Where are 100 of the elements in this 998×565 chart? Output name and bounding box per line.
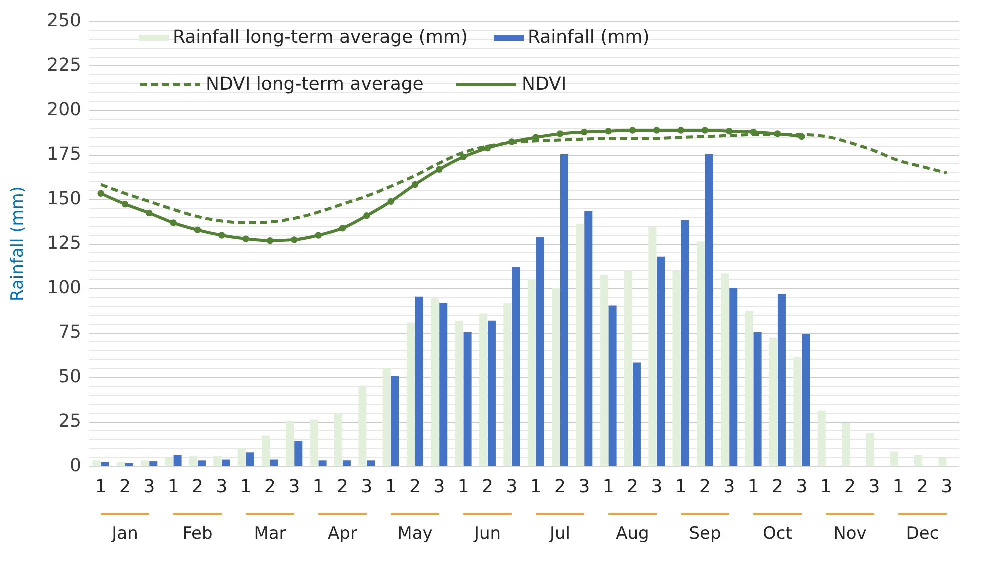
x-tick-label: 2 — [627, 476, 638, 498]
point — [291, 236, 298, 244]
bar — [608, 306, 617, 466]
bar — [730, 288, 738, 466]
bar — [246, 452, 254, 466]
x-tick-label: 1 — [458, 476, 470, 498]
bar — [705, 154, 714, 466]
y-tick-label: 25 — [58, 411, 82, 432]
x-tick-label: 1 — [385, 476, 397, 498]
x-tick-label: 3 — [868, 476, 880, 498]
bar — [512, 268, 520, 466]
bar — [318, 460, 327, 466]
bar — [198, 460, 206, 466]
point — [629, 127, 636, 134]
x-tick-label: 1 — [95, 476, 107, 498]
x-tick-label: 3 — [724, 476, 736, 498]
bar — [632, 362, 641, 466]
point — [194, 226, 202, 234]
bar — [440, 303, 448, 466]
x-tick-label: 3 — [361, 476, 373, 498]
point — [315, 232, 322, 239]
point — [726, 128, 733, 135]
bar — [415, 296, 424, 466]
x-tick-label: 2 — [844, 476, 856, 498]
x-tick-label: 3 — [578, 476, 590, 498]
bar — [150, 462, 158, 466]
x-tick-label: 2 — [120, 476, 131, 498]
x-tick-label: 2 — [917, 476, 928, 498]
point — [242, 236, 250, 242]
bar — [464, 332, 472, 466]
point — [388, 198, 394, 206]
point — [556, 130, 564, 138]
bar — [270, 460, 278, 466]
x-tick-label: 3 — [506, 476, 518, 498]
bar — [101, 462, 110, 466]
x-tick-label: 1 — [312, 476, 324, 498]
point — [266, 237, 274, 244]
x-tick-label: 3 — [216, 476, 228, 498]
point — [774, 130, 782, 138]
y-tick-label: 125 — [47, 233, 82, 254]
x-tick-label: 1 — [748, 476, 760, 498]
bar — [92, 460, 101, 466]
bar — [174, 455, 182, 466]
point — [218, 232, 226, 239]
x-tick-label: 1 — [892, 476, 904, 498]
bar — [584, 211, 593, 466]
y-tick-label: 225 — [47, 55, 82, 76]
legend-label: Rainfall long-term average (mm) — [173, 27, 468, 48]
legend-label: Rainfall (mm) — [528, 27, 650, 48]
x-tick-label: 1 — [168, 476, 180, 498]
bar — [294, 441, 303, 466]
text: Nov — [834, 524, 867, 544]
bar — [681, 220, 690, 466]
point — [581, 128, 588, 136]
point — [460, 154, 467, 161]
x-tick-label: 2 — [554, 476, 566, 498]
bar — [125, 463, 134, 466]
y-tick-label: 175 — [47, 144, 82, 165]
bar — [488, 320, 496, 466]
point — [750, 128, 757, 136]
bar — [367, 460, 376, 466]
text: Mar — [254, 524, 286, 544]
bar — [778, 294, 786, 466]
bar — [222, 460, 230, 466]
point — [798, 133, 806, 140]
point — [605, 128, 612, 135]
text: Oct — [763, 524, 793, 544]
point — [702, 127, 709, 134]
x-tick-label: 3 — [144, 476, 156, 498]
bar — [117, 462, 126, 466]
y-tick-label: 75 — [58, 322, 82, 343]
point — [122, 200, 129, 208]
point — [146, 210, 153, 217]
x-tick-label: 2 — [700, 476, 711, 498]
point — [508, 138, 516, 146]
text: Feb — [182, 524, 213, 544]
bar — [560, 154, 568, 466]
y-tick-label: 250 — [47, 10, 82, 32]
bar — [802, 334, 810, 466]
x-tick-label: 1 — [602, 476, 614, 498]
bar — [391, 376, 400, 466]
x-tick-label: 2 — [772, 476, 784, 498]
legend-label: NDVI — [522, 74, 567, 95]
bar — [657, 256, 666, 466]
x-tick-label: 1 — [675, 476, 687, 498]
x-tick-label: 2 — [337, 476, 348, 498]
bar — [754, 332, 762, 466]
y-axis-title: Rainfall (mm) — [8, 186, 28, 302]
point — [412, 181, 419, 188]
x-tick-label: 3 — [941, 476, 953, 498]
point — [98, 190, 104, 198]
x-tick-label: 3 — [796, 476, 808, 498]
x-tick-label: 2 — [410, 476, 421, 498]
x-tick-label: 3 — [288, 476, 300, 498]
x-tick-label: 3 — [651, 476, 663, 498]
x-tick-label: 2 — [482, 476, 494, 498]
y-tick-label: 100 — [47, 278, 82, 298]
point — [339, 225, 346, 232]
y-tick-label: 0 — [70, 456, 82, 476]
point — [170, 220, 177, 226]
